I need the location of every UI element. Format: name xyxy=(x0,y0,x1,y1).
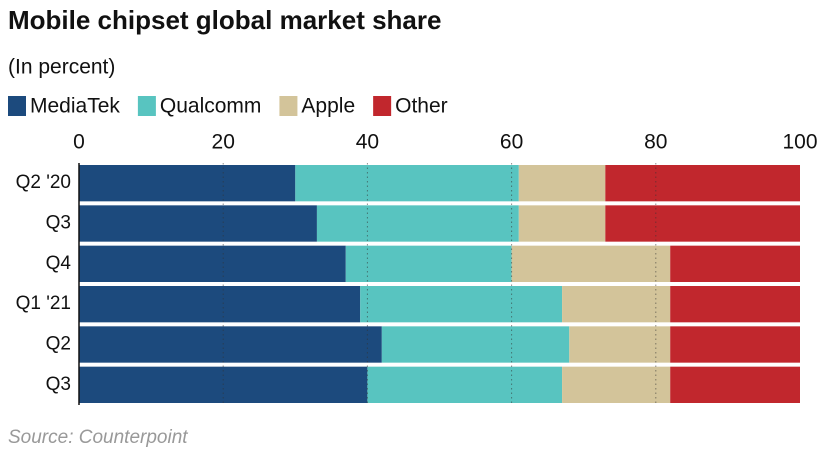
bar-segment xyxy=(562,366,671,403)
chart-subtitle: (In percent) xyxy=(8,56,115,79)
bar-segment xyxy=(79,205,317,242)
legend-label: MediaTek xyxy=(30,95,120,118)
y-tick-label: Q4 xyxy=(46,253,72,274)
bar-segment xyxy=(79,165,296,202)
bar-segment xyxy=(670,286,800,323)
bar-segment xyxy=(316,205,519,242)
source-note: Source: Counterpoint xyxy=(8,427,188,448)
x-tick-label: 20 xyxy=(212,131,235,154)
chart-title: Mobile chipset global market share xyxy=(8,5,441,35)
bar-segment xyxy=(381,326,570,363)
legend-label: Other xyxy=(395,95,448,118)
y-tick-label: Q2 xyxy=(46,334,71,355)
legend-swatch xyxy=(373,96,392,116)
bar-segment xyxy=(79,326,382,363)
legend-label: Apple xyxy=(301,95,355,118)
bar-segment xyxy=(360,286,563,323)
bar-segment xyxy=(562,286,671,323)
y-tick-label: Q1 '21 xyxy=(16,293,71,314)
legend-swatch xyxy=(137,96,156,116)
legend-swatch xyxy=(279,96,298,116)
bar-segment xyxy=(518,205,606,242)
bar-segment xyxy=(511,245,671,282)
y-tick-label: Q3 xyxy=(46,374,71,395)
bar-segment xyxy=(79,245,346,282)
bar-segment xyxy=(367,366,563,403)
bar-segment xyxy=(569,326,671,363)
bar-segment xyxy=(605,205,800,242)
bar-segment xyxy=(670,326,800,363)
y-tick-label: Q3 xyxy=(46,213,71,234)
bar-segment xyxy=(345,245,512,282)
bar-segment xyxy=(295,165,519,202)
legend-label: Qualcomm xyxy=(160,95,262,118)
bar-segment xyxy=(79,286,361,323)
bar-segment xyxy=(605,165,800,202)
y-tick-label: Q2 '20 xyxy=(16,172,71,193)
x-tick-label: 60 xyxy=(500,131,523,154)
x-tick-label: 80 xyxy=(644,131,667,154)
bar-segment xyxy=(670,366,800,403)
x-tick-label: 100 xyxy=(782,131,817,154)
x-tick-label: 40 xyxy=(356,131,379,154)
bar-segment xyxy=(518,165,606,202)
legend-swatch xyxy=(8,96,26,116)
bar-segment xyxy=(670,245,800,282)
x-tick-label: 0 xyxy=(73,131,85,154)
